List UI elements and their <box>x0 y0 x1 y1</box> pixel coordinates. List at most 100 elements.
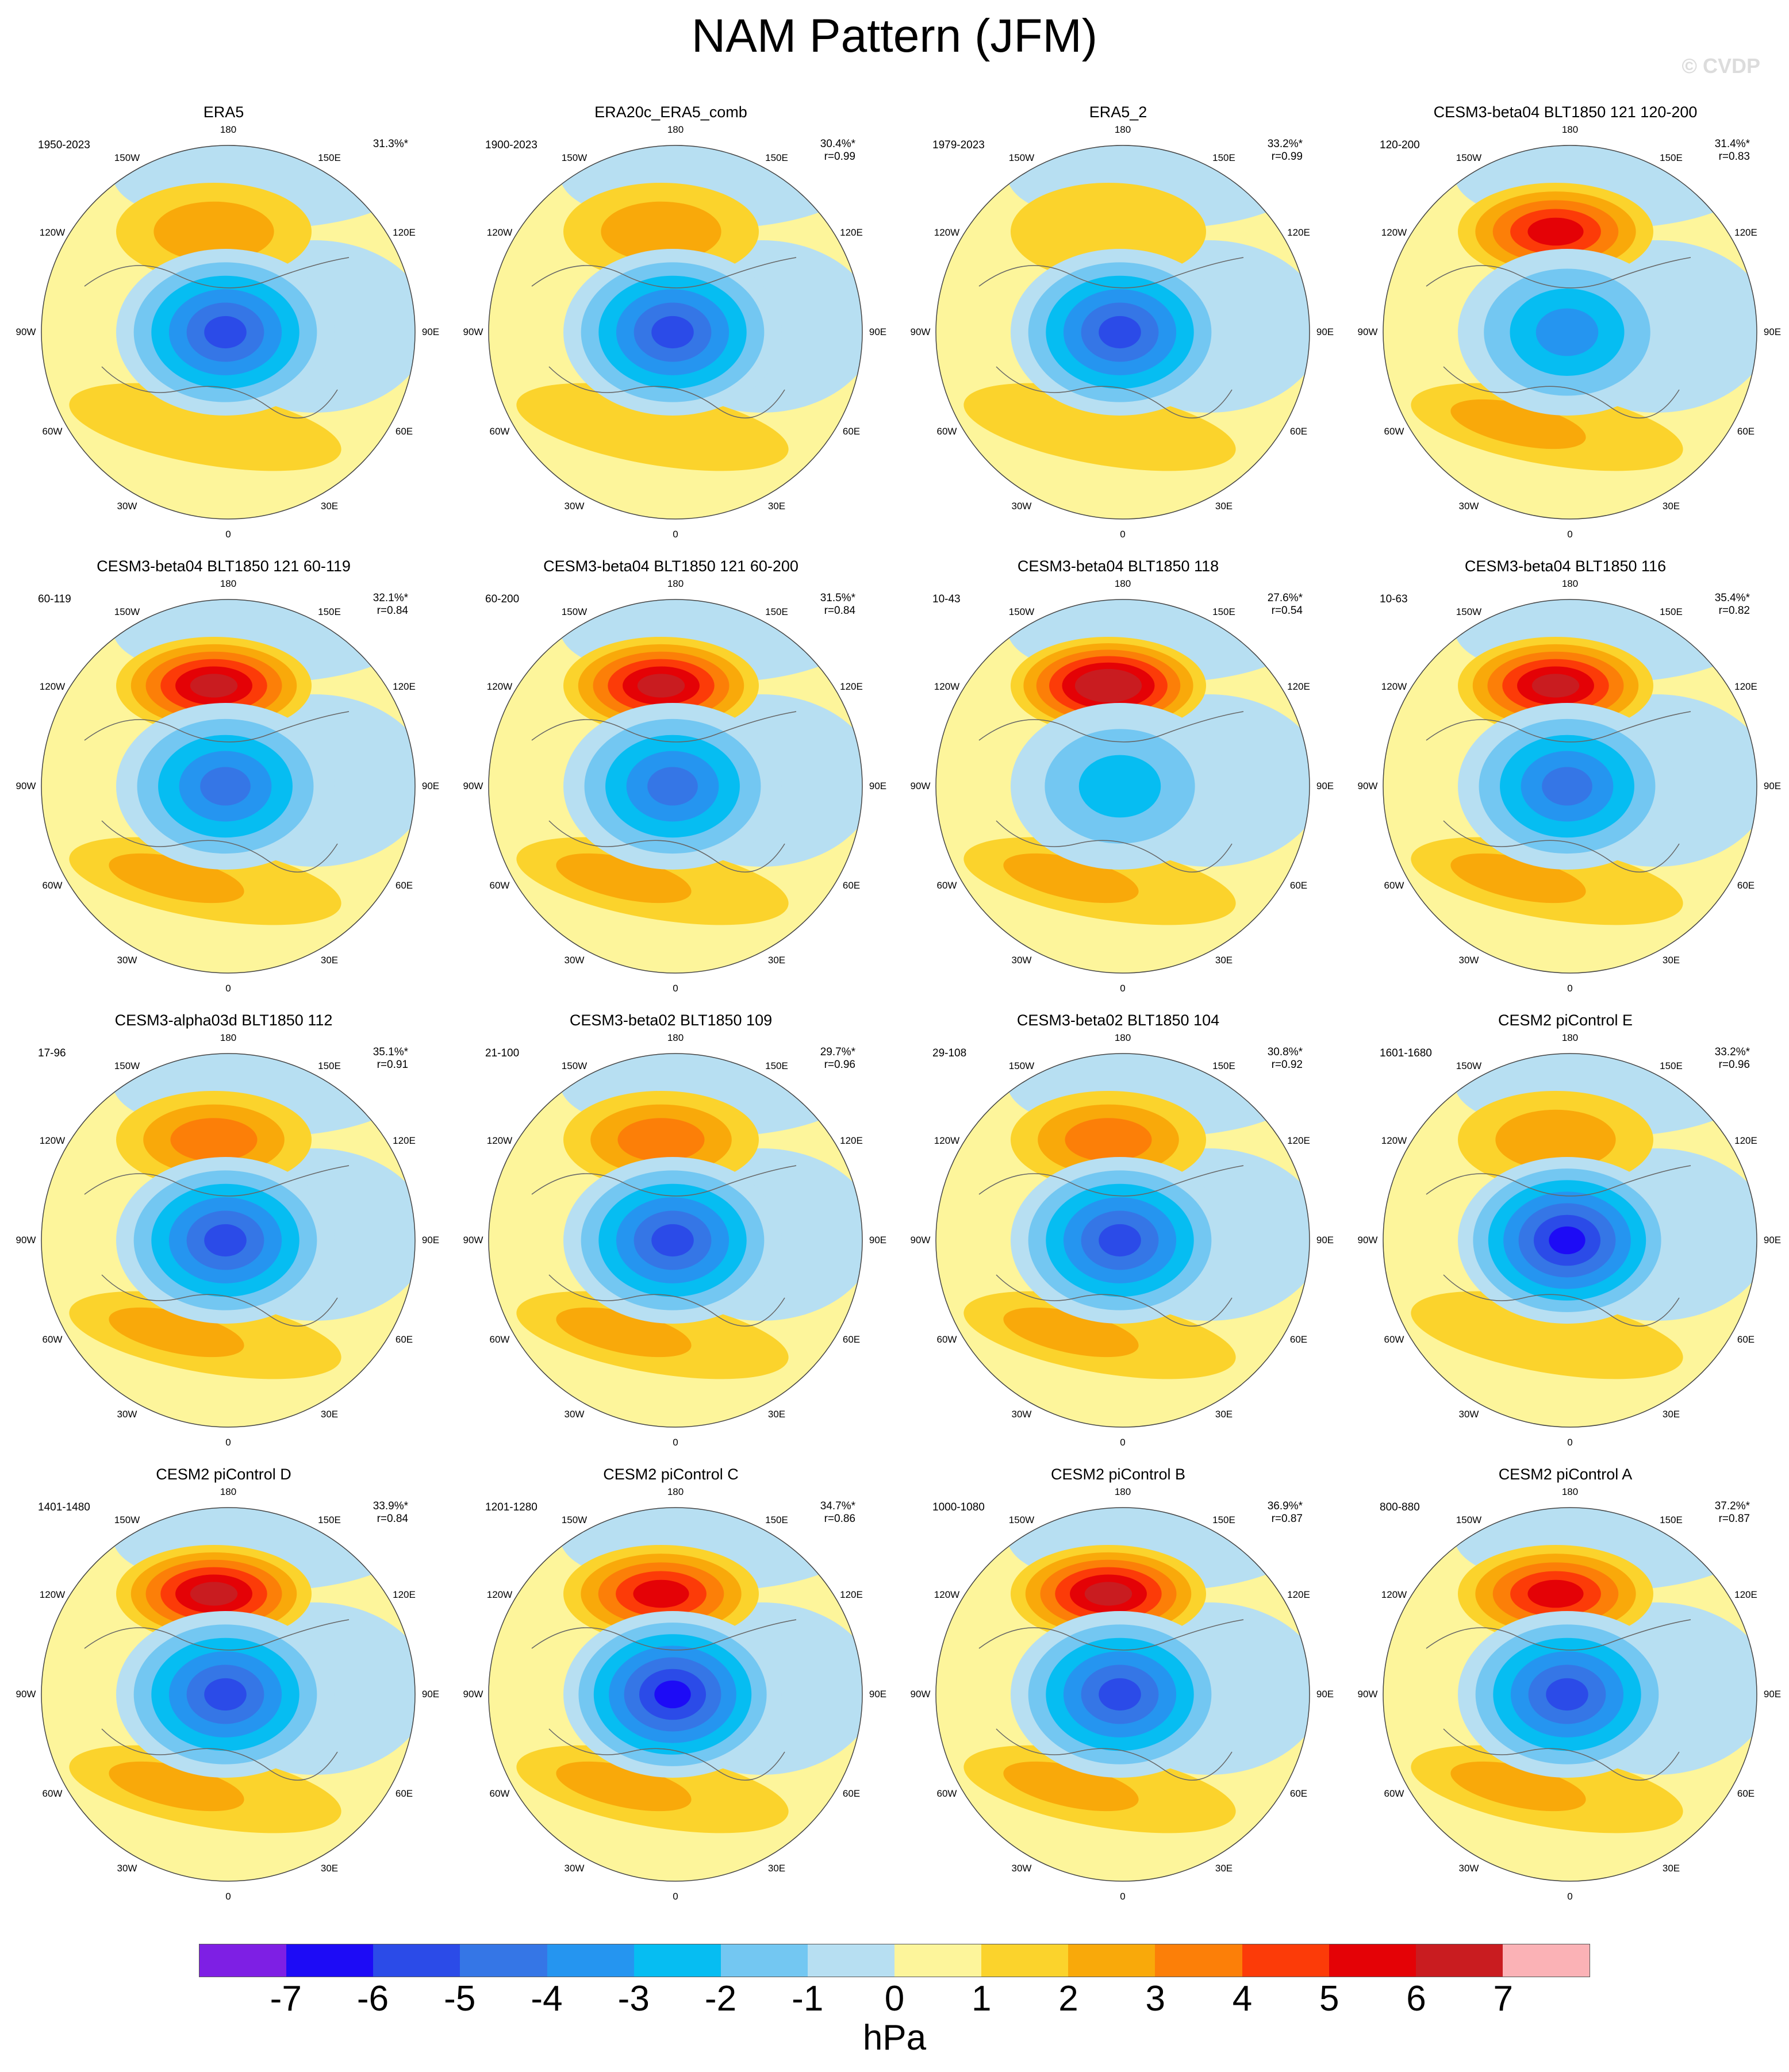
longitude-label: 0 <box>225 1891 231 1902</box>
map-panel: CESM2 piControl C 1201-1280 34.7%* r=0.86 18… <box>447 1466 894 1920</box>
longitude-label: 120W <box>934 681 960 692</box>
variance-percent: 35.4%* <box>1714 592 1750 604</box>
longitude-label: 60E <box>1737 426 1755 437</box>
panel-variance: 31.3%* <box>322 138 408 151</box>
map-panel: CESM2 piControl B 1000-1080 36.9%* r=0.87 18… <box>894 1466 1342 1920</box>
longitude-label: 120W <box>1381 227 1407 238</box>
panel-period: 1950-2023 <box>38 139 90 151</box>
variance-percent: 30.8%* <box>1267 1046 1303 1058</box>
longitude-label: 90E <box>1316 326 1334 337</box>
colorbar-swatch <box>1415 1944 1503 1977</box>
pattern-correlation: r=0.99 <box>824 151 855 163</box>
longitude-label: 120W <box>486 1135 513 1146</box>
longitude-label: 60E <box>1737 880 1755 891</box>
panel-period: 1979-2023 <box>932 139 985 151</box>
colorbar-swatch <box>460 1944 547 1977</box>
pattern-correlation: r=0.82 <box>1718 605 1750 617</box>
longitude-label: 30W <box>117 1409 137 1420</box>
longitude-label: 30W <box>117 1863 137 1874</box>
longitude-label: 150E <box>1212 1514 1235 1525</box>
longitude-label: 150E <box>1660 606 1683 617</box>
longitude-label: 90E <box>869 781 887 791</box>
longitude-label: 30E <box>320 1863 339 1874</box>
longitude-label: 120W <box>1381 681 1407 692</box>
pattern-correlation: r=0.87 <box>1271 1513 1303 1525</box>
longitude-label: 150E <box>1660 1514 1683 1525</box>
variance-percent: 32.1%* <box>373 592 408 604</box>
polar-map <box>41 1507 416 1882</box>
colorbar-ticks: -7 -6 -5 -4 -3 -2 -1 0 1 2 3 4 5 6 7 <box>199 1978 1590 2024</box>
longitude-label: 120E <box>1734 681 1757 692</box>
longitude-label: 0 <box>1567 983 1573 994</box>
longitude-label: 120E <box>840 1135 863 1146</box>
longitude-label: 90W <box>16 326 36 337</box>
longitude-label: 150E <box>1212 1060 1235 1071</box>
longitude-label: 30E <box>320 1409 339 1420</box>
colorbar-tick-label: 0 <box>884 1979 905 2019</box>
longitude-label: 90E <box>1316 781 1334 791</box>
panel-variance: 29.7%* r=0.96 <box>769 1046 855 1071</box>
panel-variance: 33.9%* r=0.84 <box>322 1500 408 1525</box>
longitude-label: 60W <box>489 1788 510 1799</box>
longitude-label: 150E <box>318 1514 341 1525</box>
longitude-label: 90W <box>1357 781 1378 791</box>
longitude-label: 180 <box>1114 1032 1131 1043</box>
longitude-label: 0 <box>1120 529 1126 540</box>
pattern-correlation: r=0.87 <box>1718 1513 1750 1525</box>
longitude-label: 120W <box>39 681 66 692</box>
longitude-label: 30E <box>767 955 786 966</box>
longitude-label: 60E <box>1289 426 1308 437</box>
longitude-label: 0 <box>1120 1437 1126 1448</box>
longitude-label: 180 <box>1561 124 1579 135</box>
longitude-label: 180 <box>1114 578 1131 589</box>
atlantic-positive-band <box>69 383 341 471</box>
longitude-label: 30W <box>564 1863 585 1874</box>
longitude-label: 90E <box>869 1235 887 1245</box>
longitude-label: 150W <box>1008 1514 1035 1525</box>
longitude-label: 90E <box>869 1689 887 1700</box>
longitude-label: 180 <box>1561 1032 1579 1043</box>
longitude-label: 60E <box>1737 1788 1755 1799</box>
longitude-label: 120E <box>1287 1135 1310 1146</box>
panel-period: 10-43 <box>932 593 961 605</box>
longitude-label: 120E <box>1287 681 1310 692</box>
longitude-label: 60E <box>842 1334 861 1345</box>
longitude-label: 30E <box>1215 1409 1233 1420</box>
colorbar-swatch <box>981 1944 1069 1977</box>
longitude-label: 30W <box>564 955 585 966</box>
longitude-label: 90E <box>869 326 887 337</box>
longitude-label: 30E <box>1662 501 1680 512</box>
longitude-label: 120W <box>934 1135 960 1146</box>
longitude-label: 30W <box>1011 1409 1032 1420</box>
atlantic-positive-band <box>1411 1291 1683 1379</box>
figure-title: NAM Pattern (JFM) <box>691 10 1098 62</box>
longitude-label: 150W <box>114 606 140 617</box>
panel-period: 1000-1080 <box>932 1501 985 1513</box>
longitude-label: 90E <box>421 1235 440 1245</box>
longitude-label: 30W <box>1458 501 1479 512</box>
pattern-correlation: r=0.86 <box>824 1513 855 1525</box>
longitude-label: 30E <box>320 955 339 966</box>
panel-title: CESM3-alpha03d BLT1850 112 <box>114 1012 333 1029</box>
colorbar-tick-label: -3 <box>617 1979 650 2019</box>
longitude-label: 90E <box>1763 1235 1782 1245</box>
panel-period: 29-108 <box>932 1047 967 1059</box>
variance-percent: 33.2%* <box>1267 138 1303 150</box>
longitude-label: 150E <box>765 152 788 163</box>
longitude-label: 60W <box>489 426 510 437</box>
variance-percent: 34.7%* <box>820 1500 855 1512</box>
polar-map <box>41 1053 416 1428</box>
longitude-label: 60W <box>42 1334 63 1345</box>
longitude-label: 90E <box>421 1689 440 1700</box>
colorbar-tick-label: -6 <box>356 1979 389 2019</box>
variance-percent: 36.9%* <box>1267 1500 1303 1512</box>
variance-percent: 33.2%* <box>1714 1046 1750 1058</box>
panel-variance: 37.2%* r=0.87 <box>1664 1500 1750 1525</box>
pattern-correlation: r=0.84 <box>824 605 855 617</box>
panel-period: 1601-1680 <box>1380 1047 1432 1059</box>
longitude-label: 120E <box>840 681 863 692</box>
polar-map <box>41 145 416 520</box>
polar-map <box>935 599 1310 974</box>
longitude-label: 120W <box>1381 1589 1407 1600</box>
panel-period: 10-63 <box>1380 593 1408 605</box>
